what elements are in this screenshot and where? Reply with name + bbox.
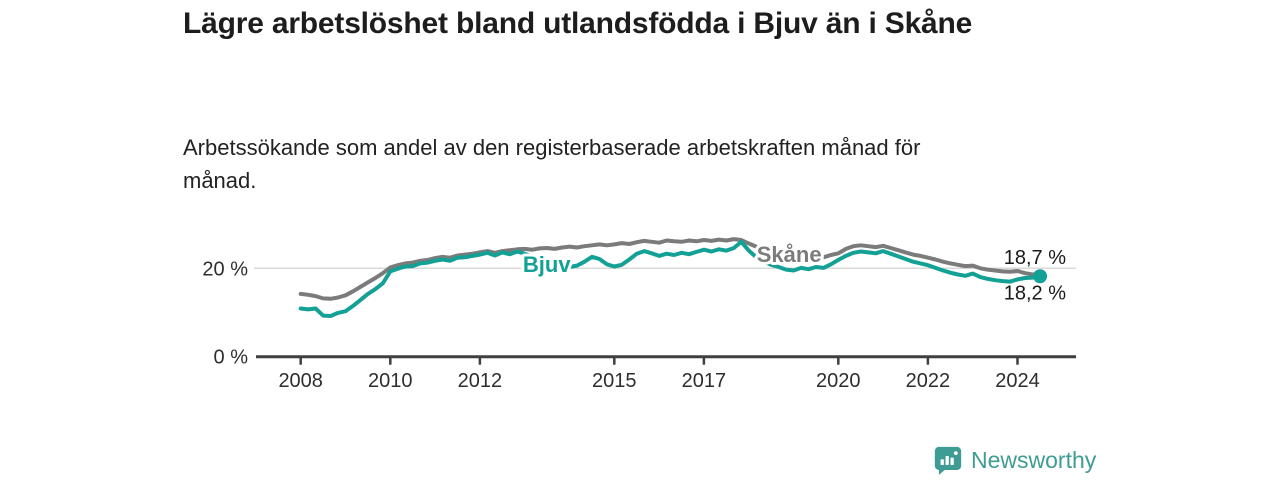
page-title: Lägre arbetslöshet bland utlandsfödda i … <box>183 7 973 40</box>
series-line-bjuv <box>298 239 1042 318</box>
latest-value-bjuv: 18,2 % <box>1004 282 1066 304</box>
latest-point-dot <box>1033 269 1048 284</box>
y-tick-label: 20 % <box>202 258 248 280</box>
newsworthy-speech-bubble-bar-chart-icon <box>934 446 962 475</box>
x-tick-label: 2015 <box>592 370 637 392</box>
x-tick-label: 2017 <box>682 370 727 392</box>
x-tick-label: 2008 <box>278 370 323 392</box>
y-tick-label: 0 % <box>214 347 249 369</box>
series-label-bjuv: Bjuv <box>523 252 571 277</box>
chart-subtitle: Arbetssökande som andel av den registerb… <box>183 135 921 193</box>
series-line-skåne <box>298 237 1042 301</box>
brand-name: Newsworthy <box>971 447 1097 473</box>
x-tick-label: 2020 <box>816 370 861 392</box>
series-label-skåne: Skåne <box>757 242 822 267</box>
x-tick-label: 2010 <box>368 370 413 392</box>
x-tick-label: 2022 <box>906 370 951 392</box>
newsworthy-logo: Newsworthy <box>934 446 1096 475</box>
latest-value-skane: 18,7 % <box>1004 247 1066 269</box>
x-tick-label: 2024 <box>995 370 1040 392</box>
x-tick-label: 2012 <box>458 370 503 392</box>
